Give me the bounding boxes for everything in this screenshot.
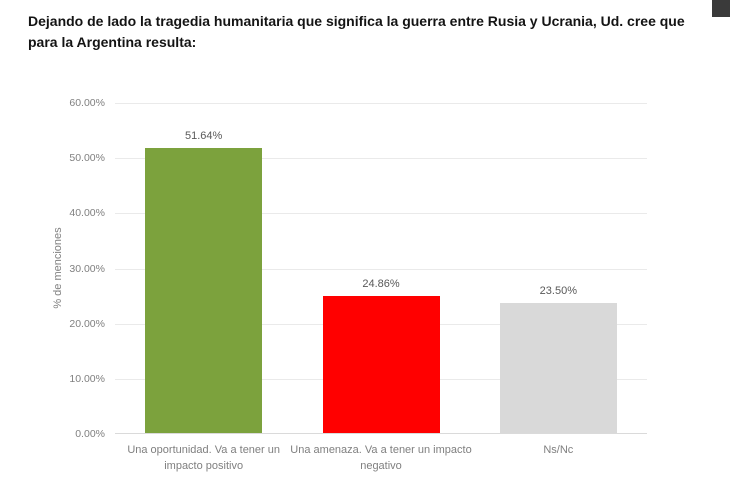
y-axis-tick-label: 50.00% [69, 152, 105, 165]
gridline [115, 103, 647, 104]
x-axis-category-label: Ns/Nc [543, 444, 574, 456]
x-axis-line [115, 433, 647, 434]
y-axis-tick-label: 10.00% [69, 372, 105, 385]
x-axis-category-label: Una oportunidad. Va a tener un impacto p… [127, 444, 280, 472]
y-axis-tick-label: 60.00% [69, 97, 105, 109]
bar[interactable] [322, 296, 440, 433]
x-axis-category-label: Una amenaza. Va a tener un impacto negat… [290, 444, 472, 472]
top-right-corner-box [712, 0, 730, 17]
y-axis-tick-label: 20.00% [69, 317, 105, 330]
plot-area [115, 103, 647, 434]
bar-value-label: 51.64% [185, 130, 223, 142]
gridline [115, 213, 647, 215]
bar-value-label: 23.50% [539, 285, 577, 297]
bar[interactable] [145, 148, 263, 433]
gridline [115, 158, 647, 160]
y-axis-tick-label: 0.00% [75, 428, 105, 440]
y-axis-tick-label: 40.00% [69, 207, 105, 220]
chart-question-title: Dejando de lado la tragedia humanitaria … [28, 13, 685, 50]
bar-value-label: 24.86% [362, 278, 400, 290]
y-axis-tick-label: 30.00% [69, 262, 105, 275]
gridline [115, 268, 647, 270]
bar[interactable] [499, 303, 617, 433]
